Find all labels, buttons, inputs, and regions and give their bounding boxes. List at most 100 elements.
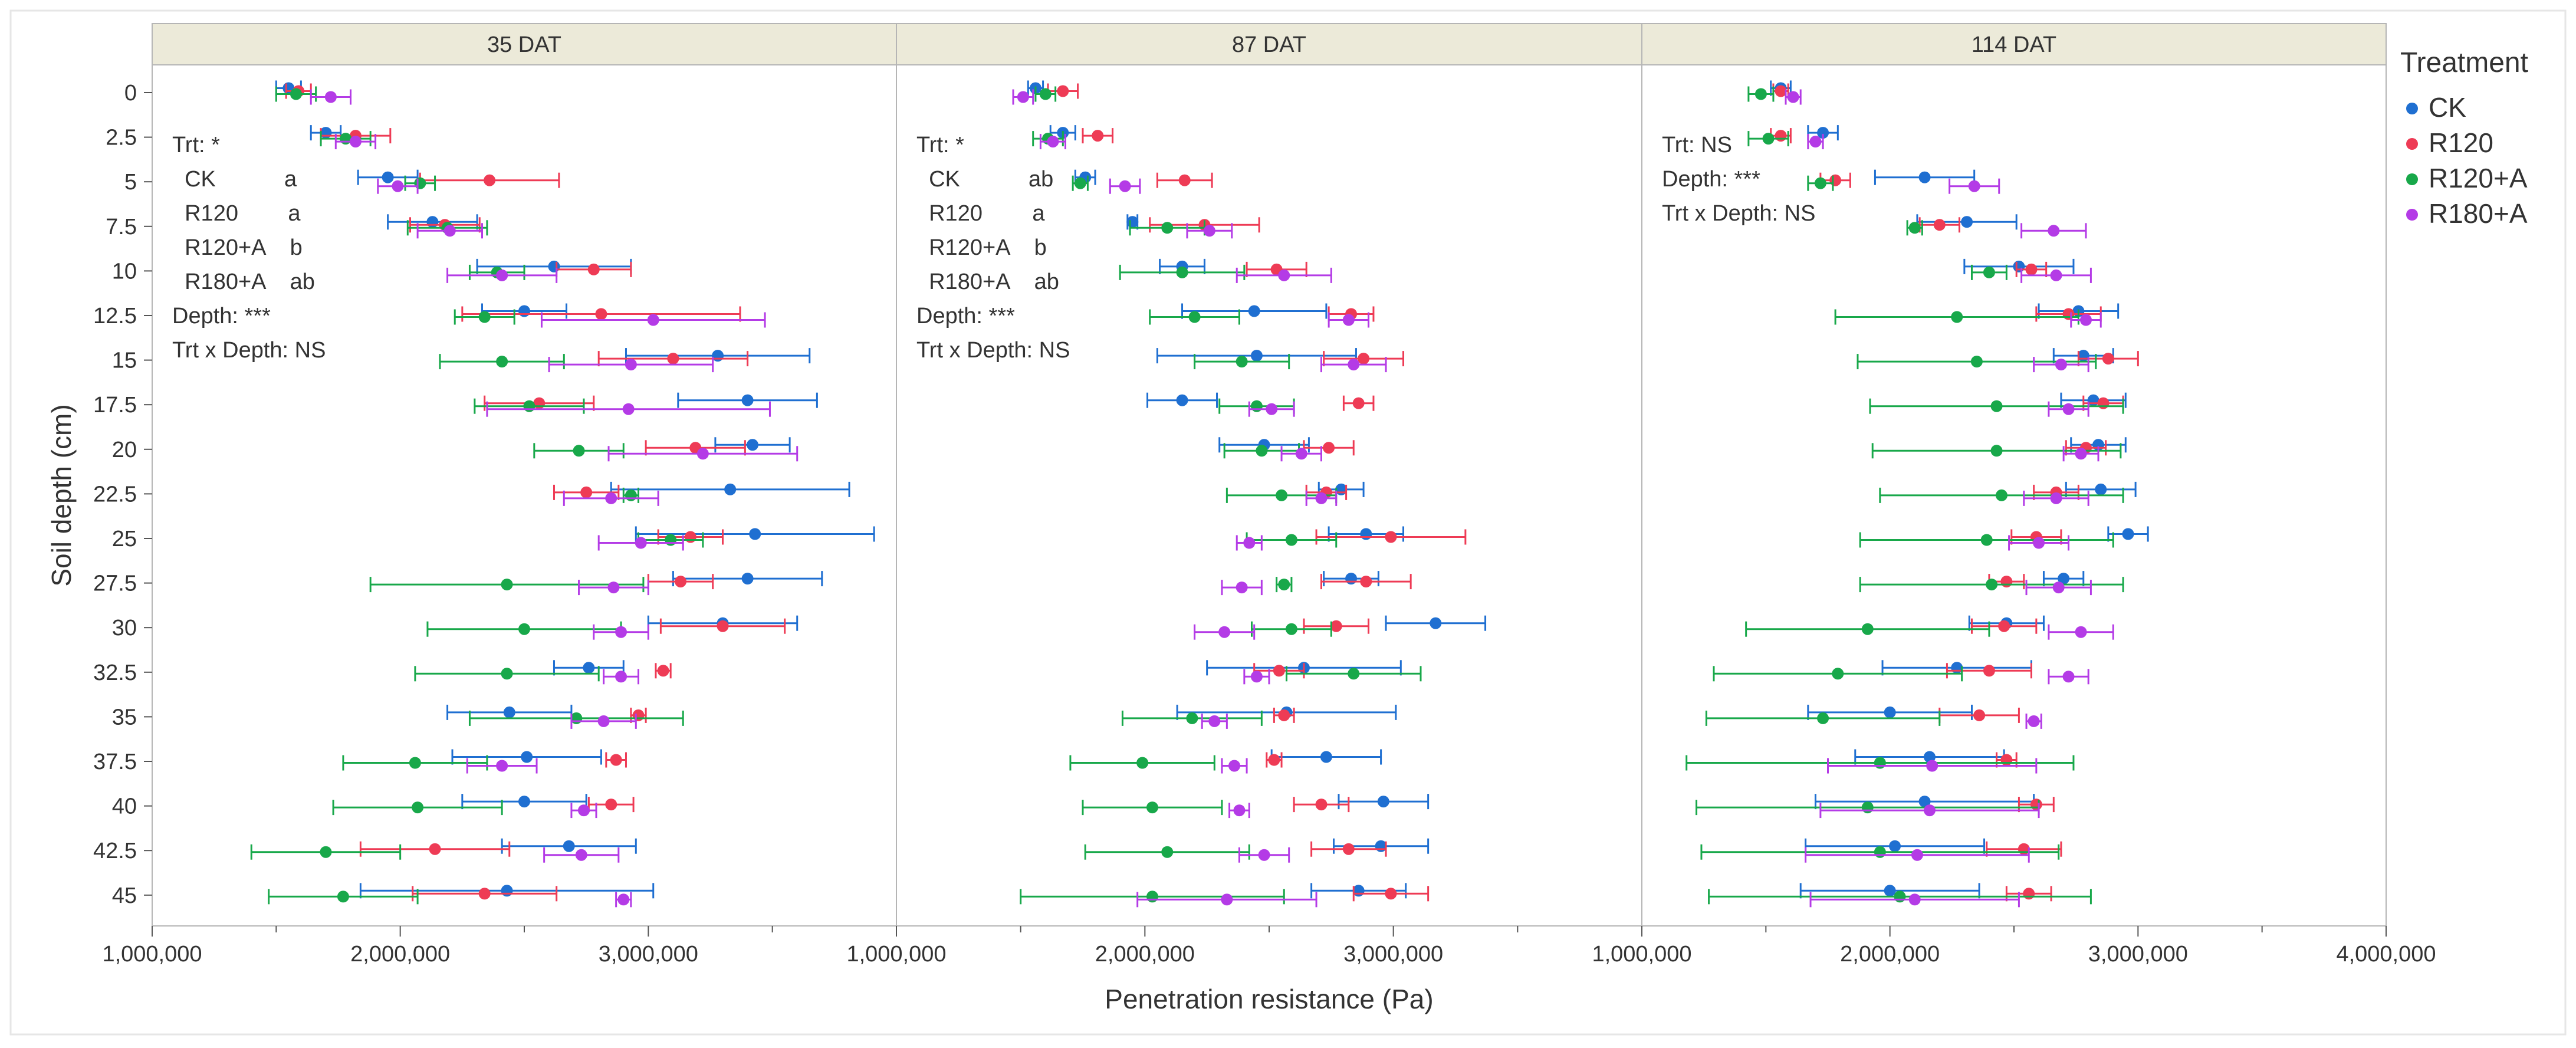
data-point-r120-a [501,579,513,591]
legend-title: Treatment [2400,47,2528,78]
data-point-ck [1923,751,1936,763]
data-point-ck [521,751,533,763]
data-point-r180-a [1228,760,1241,772]
data-point-ck [501,885,513,897]
data-point-r120 [1278,709,1290,721]
data-point-r120 [1775,130,1787,142]
panel-annotation: R180+A ab [916,270,1059,294]
data-point-r180-a [1218,626,1231,638]
data-point-ck [749,528,761,540]
x-tick-label: 4,000,000 [2336,942,2436,967]
data-point-r180-a [1968,180,1980,192]
y-tick-label: 40 [112,794,137,819]
data-point-r120 [478,888,491,900]
y-tick-label: 0 [124,81,137,106]
panel-annotation: R120+A b [172,235,303,260]
data-point-r120-a [1990,400,2003,412]
data-point-r120 [2000,576,2013,588]
legend-marker-r180-a [2406,209,2418,221]
data-point-r120-a [1276,489,1288,501]
y-axis-title: Soil depth (cm) [46,404,77,586]
data-point-r180-a [1017,91,1029,103]
data-point-r180-a [1926,760,1938,772]
data-point-r120-a [1990,445,2003,457]
data-point-r180-a [2079,314,2092,326]
y-tick-label: 30 [112,616,137,640]
data-point-r120 [675,576,687,588]
x-tick-label: 3,000,000 [599,942,698,967]
data-point-r120 [1973,709,1986,721]
data-point-r120 [632,709,645,721]
panel-annotation: Trt: NS [1662,133,1732,157]
data-point-r180-a [1923,804,1936,817]
panel-header-3 [1641,23,2387,65]
data-point-r120 [605,799,617,811]
legend-label-ck: CK [2429,92,2466,123]
data-point-r180-a [1278,269,1290,281]
data-point-r120-a [414,177,426,189]
data-point-r180-a [2075,448,2087,460]
data-point-r120-a [1136,757,1149,769]
y-tick-label: 5 [124,170,137,195]
x-axis-title: Penetration resistance (Pa) [1105,984,1433,1014]
data-point-r120 [2023,888,2035,900]
data-point-r120 [1360,576,1372,588]
data-point-ck [2013,260,2025,272]
data-point-r120-a [501,668,513,680]
panel-annotation: Trt x Depth: NS [1662,201,1815,226]
data-point-r120 [2102,353,2114,365]
data-point-r120-a [1285,623,1297,635]
data-point-r180-a [1208,715,1221,727]
data-point-r180-a [1908,893,1921,906]
panel-annotation: R180+A ab [172,270,315,294]
data-point-r120 [1385,531,1397,543]
y-tick-label: 2.5 [106,126,137,150]
data-point-r180-a [349,136,362,148]
panel-annotation: Depth: *** [172,304,271,328]
data-point-r180-a [617,893,630,906]
data-point-r180-a [1787,91,1799,103]
data-point-ck [426,216,439,228]
data-point-r180-a [496,760,508,772]
data-point-r180-a [2062,403,2075,415]
x-tick-label: 2,000,000 [350,942,450,967]
y-tick-label: 15 [112,349,137,373]
data-point-r180-a [2048,225,2060,237]
panel-plot-area-1 [152,64,897,927]
legend-label-r120-a: R120+A [2429,163,2528,193]
x-tick-label: 1,000,000 [102,942,202,967]
data-point-r180-a [575,849,587,861]
panel-annotation: Trt x Depth: NS [916,338,1070,363]
panel-annotation: CK a [172,167,297,192]
data-point-r120 [1268,754,1280,766]
data-point-r120 [533,397,546,409]
data-point-ck [1918,171,1931,183]
data-point-r120-a [1861,801,1874,814]
data-point-ck [1884,706,1896,718]
data-point-r180-a [2050,492,2062,504]
data-point-r180-a [615,626,627,638]
data-point-r180-a [1809,136,1822,148]
data-point-r180-a [324,91,337,103]
data-point-ck [1961,216,1973,228]
data-point-ck [1126,216,1139,228]
data-point-r120 [1352,397,1365,409]
data-point-r120-a [1980,534,1993,546]
data-point-r180-a [2075,626,2087,638]
legend-label-r180-a: R180+A [2429,198,2528,229]
y-tick-label: 37.5 [93,750,137,774]
data-point-r120-a [665,534,677,546]
data-point-ck [2122,528,2134,540]
data-point-r180-a [1295,448,1307,460]
data-point-r120 [1178,174,1191,186]
data-point-r120-a [1986,579,1998,591]
data-point-ck [724,483,737,495]
data-point-r180-a [2052,582,2065,594]
data-point-r120 [1342,843,1355,855]
data-point-r120-a [1951,311,1963,323]
legend-marker-ck [2406,103,2418,114]
data-point-r120-a [496,356,508,368]
data-point-r180-a [1266,403,1278,415]
data-point-r120-a [1983,266,1995,278]
data-point-r180-a [1348,359,1360,371]
